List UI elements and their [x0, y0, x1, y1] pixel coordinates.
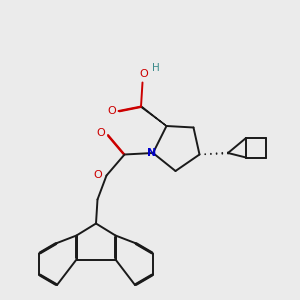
Text: N: N	[147, 148, 156, 158]
Text: H: H	[152, 63, 160, 73]
Text: O: O	[107, 106, 116, 116]
Text: O: O	[94, 170, 103, 181]
Text: O: O	[139, 69, 148, 79]
Text: O: O	[96, 128, 105, 139]
Polygon shape	[141, 106, 166, 126]
